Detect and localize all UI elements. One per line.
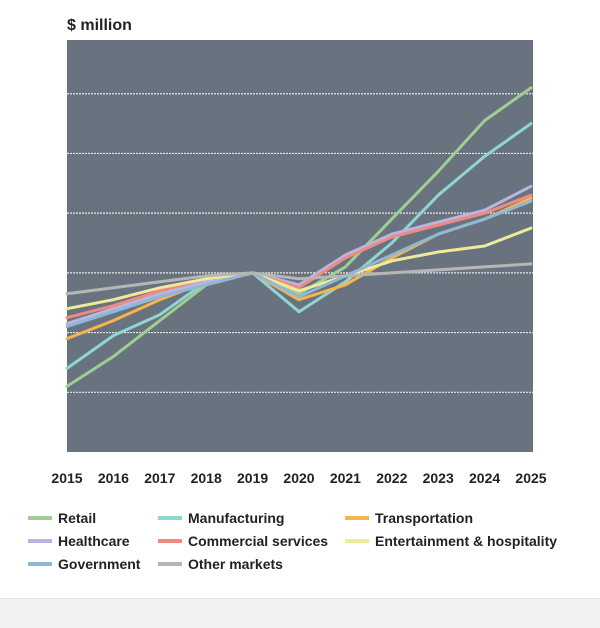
- series-lines: [65, 86, 533, 388]
- x-tick-2017: 2017: [144, 470, 175, 486]
- x-tick-2023: 2023: [423, 470, 454, 486]
- legend-label-entertainment-hospitality: Entertainment & hospitality: [375, 533, 557, 549]
- series-line-government: [65, 199, 533, 329]
- legend-label-manufacturing: Manufacturing: [188, 510, 284, 526]
- legend-label-government: Government: [58, 556, 141, 572]
- x-tick-2025: 2025: [515, 470, 546, 486]
- x-tick-2021: 2021: [330, 470, 361, 486]
- bottom-bar: [0, 598, 600, 628]
- x-tick-2024: 2024: [469, 470, 500, 486]
- series-line-manufacturing: [65, 122, 533, 370]
- y-axis-unit-label: $ million: [67, 17, 132, 34]
- legend-label-healthcare: Healthcare: [58, 533, 130, 549]
- line-chart: $ million 2015 2016 2017 2018 2019 2020 2021 20…: [28, 17, 557, 572]
- x-tick-2019: 2019: [237, 470, 268, 486]
- series-line-retail: [65, 86, 533, 388]
- series-line-healthcare: [65, 184, 533, 326]
- x-tick-2015: 2015: [51, 470, 82, 486]
- legend-label-other-markets: Other markets: [188, 556, 283, 572]
- legend: Retail Manufacturing Transportation Healthc…: [28, 510, 557, 572]
- series-line-commercial-services: [65, 193, 533, 320]
- legend-label-retail: Retail: [58, 510, 96, 526]
- x-tick-2020: 2020: [283, 470, 314, 486]
- plot-area: [67, 40, 533, 452]
- x-axis-tick-labels: 2015 2016 2017 2018 2019 2020 2021 2022 2023 2024…: [51, 470, 546, 486]
- legend-label-commercial-services: Commercial services: [188, 533, 328, 549]
- x-tick-2018: 2018: [191, 470, 222, 486]
- series-line-other-markets: [65, 262, 533, 296]
- series-line-entertainment-hospitality: [65, 226, 533, 311]
- legend-label-transportation: Transportation: [375, 510, 473, 526]
- x-tick-2016: 2016: [98, 470, 129, 486]
- x-tick-2022: 2022: [376, 470, 407, 486]
